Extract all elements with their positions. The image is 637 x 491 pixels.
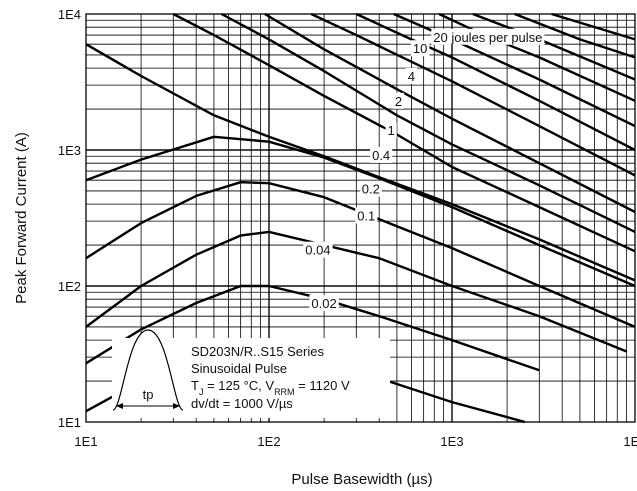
series-line-6 xyxy=(172,12,636,253)
series-label-6: 1 xyxy=(388,123,395,138)
series-line-11 xyxy=(393,12,636,128)
series-label-bg-4 xyxy=(359,180,382,197)
series-line-13 xyxy=(472,12,636,81)
pulse-label: tp xyxy=(143,387,154,402)
y-tick-label-0: 1E1 xyxy=(58,415,81,430)
series-line-12 xyxy=(438,12,636,102)
note-series: SD203N/R..S15 Series xyxy=(191,344,324,359)
note-conditions: TJ = 125 °C, VRRM = 1120 V xyxy=(191,378,350,397)
note-waveform: Sinusoidal Pulse xyxy=(191,361,287,376)
x-axis-title: Pulse Basewidth (µs) xyxy=(291,471,432,488)
series-line-3 xyxy=(85,181,636,329)
series-label-bg-9 xyxy=(410,40,430,57)
series-label-bg-6 xyxy=(385,122,397,139)
y-tick-label-1: 1E2 xyxy=(58,279,81,294)
series-label-2: 0.04 xyxy=(305,243,330,258)
series-label-1: 0.02 xyxy=(311,296,336,311)
series-line-14 xyxy=(514,12,636,59)
series-label-3: 0.1 xyxy=(357,208,375,223)
series-line-7 xyxy=(220,12,636,233)
series-label-bg-5 xyxy=(370,146,393,163)
y-tick-label-2: 1E3 xyxy=(58,143,81,158)
series-label-bg-2 xyxy=(303,241,333,258)
series-label-5: 0.4 xyxy=(372,148,390,163)
y-axis-title: Peak Forward Current (A) xyxy=(13,132,30,304)
series-line-5 xyxy=(85,43,636,282)
series-label-bg-7 xyxy=(392,92,405,109)
pulse-label-background xyxy=(135,386,161,402)
series-line-9 xyxy=(310,12,636,177)
series-line-8 xyxy=(264,12,636,214)
series-line-10 xyxy=(355,12,636,152)
series-line-2 xyxy=(85,230,628,353)
series-label-bg-8 xyxy=(405,68,418,85)
annotation: tp SD203N/R..S15 Series Sinusoidal Pulse… xyxy=(112,329,390,418)
note-dvdt: dv/dt = 1000 V/µs xyxy=(191,396,293,411)
series-label-bg-10 xyxy=(431,28,545,45)
plot-frame xyxy=(85,13,636,423)
x-tick-label-0: 1E1 xyxy=(74,434,97,449)
arrow-right-icon xyxy=(173,403,180,409)
y-tick-label-3: 1E4 xyxy=(58,7,81,22)
series-line-15 xyxy=(551,12,636,41)
x-tick-label-2: 1E3 xyxy=(440,434,463,449)
series-label-4: 0.2 xyxy=(362,182,380,197)
tick-labels: 1E1 1E2 1E3 1E4 1E1 1E2 1E3 1E4 xyxy=(58,7,637,449)
series-label-bg-3 xyxy=(355,207,378,224)
arrow-left-icon xyxy=(116,403,123,409)
pulse-shape-icon xyxy=(112,329,184,411)
series-label-10: 20 joules per pulse xyxy=(433,30,542,45)
series-label-bg-1 xyxy=(309,294,339,311)
x-tick-label-3: 1E4 xyxy=(623,434,637,449)
series-line-1 xyxy=(85,284,540,372)
series-label-7: 2 xyxy=(395,94,402,109)
x-tick-label-1: 1E2 xyxy=(257,434,280,449)
series-label-8: 4 xyxy=(408,69,415,84)
series-label-9: 10 xyxy=(413,41,427,56)
series-line-4 xyxy=(85,135,636,288)
